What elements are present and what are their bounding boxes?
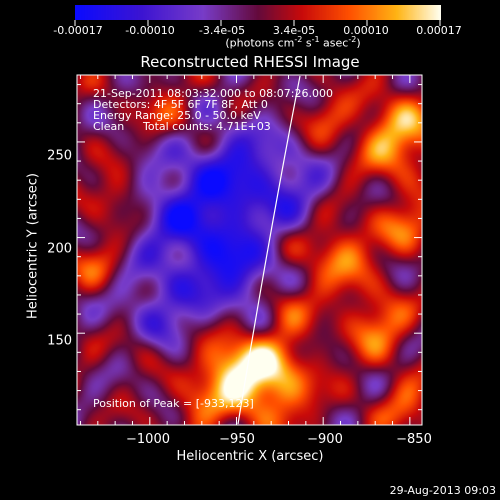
units-part: s — [302, 36, 312, 50]
colorbar-units: (photons cm-2 s-1 asec-2) — [225, 35, 360, 50]
units-part: ) — [356, 36, 361, 50]
units-exp: -1 — [311, 35, 320, 44]
x-tick-label: −900 — [307, 432, 343, 447]
colorbar — [75, 5, 441, 20]
chart-title: Reconstructed RHESSI Image — [140, 53, 360, 71]
energy-range-text: Energy Range: 25.0 - 50.0 keV — [93, 109, 261, 122]
units-exp: -2 — [348, 35, 357, 44]
footer-date: 29-Aug-2013 09:03 — [389, 484, 496, 497]
y-axis-label: Heliocentric Y (arcsec) — [25, 173, 41, 319]
plot-frame — [76, 74, 423, 426]
time-range-text: 21-Sep-2011 08:03:32.000 to 08:07:26.000 — [93, 87, 333, 100]
solar-limb-line — [237, 75, 301, 425]
method-text: Clean — [93, 120, 125, 133]
colorbar-tick-label: -3.4e-05 — [198, 24, 246, 37]
y-tick-label: 200 — [47, 241, 72, 257]
units-exp: -2 — [294, 35, 303, 44]
y-tick-label: 150 — [47, 333, 72, 349]
colorbar-tick-label: -0.00017 — [53, 24, 103, 37]
y-axis-ticks — [77, 84, 422, 411]
peak-position-text: Position of Peak = [-933,123] — [93, 397, 254, 410]
detectors-text: Detectors: 4F 5F 6F 7F 8F, Att 0 — [93, 98, 268, 111]
colorbar-ticks — [74, 20, 441, 26]
x-axis-label: Heliocentric X (arcsec) — [176, 449, 324, 464]
colorbar-tick-label: 3.4e-05 — [272, 24, 316, 37]
x-tick-label: −850 — [396, 432, 432, 447]
total-counts-text: Total counts: 4.71E+03 — [143, 120, 271, 133]
y-tick-label: 250 — [47, 148, 72, 164]
colorbar-tick-label: 0.00017 — [416, 24, 462, 37]
x-tick-label: −950 — [219, 432, 255, 447]
units-part: (photons cm — [225, 36, 295, 50]
x-tick-label: −1000 — [126, 432, 170, 447]
x-axis-ticks — [79, 75, 411, 425]
colorbar-tick-label: 0.00010 — [343, 24, 389, 37]
heatmap-image — [77, 75, 422, 425]
colorbar-tick-label: -0.00010 — [125, 24, 175, 37]
units-part: asec — [319, 36, 349, 50]
